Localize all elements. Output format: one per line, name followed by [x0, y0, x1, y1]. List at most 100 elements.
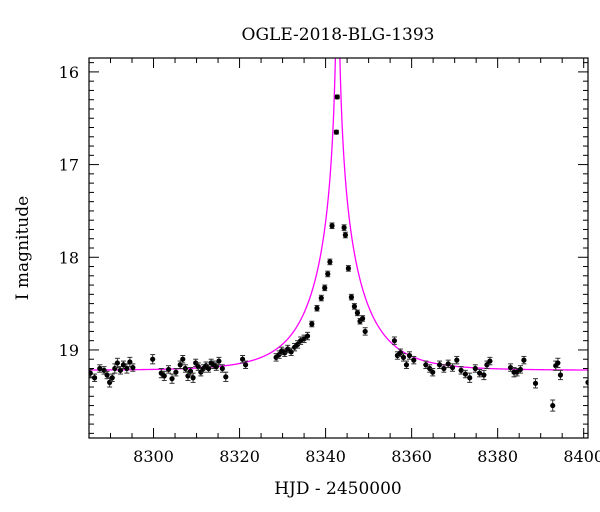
data-marker: [304, 333, 311, 339]
data-marker: [454, 357, 460, 363]
data-points-layer: [89, 94, 588, 412]
data-marker: [467, 375, 473, 381]
data-point: [298, 336, 304, 345]
data-point: [341, 224, 347, 231]
data-marker: [101, 367, 107, 373]
data-point: [334, 94, 340, 100]
data-point: [205, 364, 212, 373]
data-marker: [476, 370, 483, 376]
data-point: [329, 222, 335, 230]
data-point: [120, 360, 127, 369]
data-marker: [329, 223, 335, 229]
y-axis-label: I magnitude: [13, 196, 33, 300]
data-marker: [449, 364, 456, 371]
data-point: [327, 258, 333, 266]
data-marker: [585, 379, 588, 385]
data-marker: [411, 357, 417, 363]
data-marker: [557, 372, 564, 378]
data-point: [161, 370, 167, 382]
data-point: [507, 363, 514, 372]
data-point: [314, 304, 320, 312]
data-point: [476, 368, 483, 378]
data-marker: [327, 259, 333, 265]
data-point: [239, 355, 246, 364]
data-marker: [185, 373, 191, 379]
data-point: [467, 372, 473, 383]
data-marker: [430, 369, 436, 375]
data-point: [514, 367, 520, 377]
data-marker: [89, 370, 93, 376]
data-point: [180, 355, 186, 364]
data-point: [521, 355, 527, 365]
data-marker: [276, 351, 282, 358]
data-point: [354, 309, 361, 317]
data-point: [216, 356, 222, 366]
data-point: [517, 365, 524, 374]
data-marker: [345, 265, 351, 271]
data-marker: [333, 129, 339, 135]
data-point: [91, 373, 98, 382]
data-point: [127, 356, 133, 368]
data-point: [458, 366, 464, 375]
data-marker: [445, 361, 451, 367]
data-marker: [127, 359, 133, 365]
data-marker: [223, 374, 229, 380]
data-point: [333, 129, 339, 135]
x-tick-label: 8400: [563, 447, 600, 466]
data-marker: [314, 305, 320, 311]
data-point: [304, 331, 311, 341]
data-marker: [173, 369, 179, 375]
data-marker: [114, 360, 120, 366]
model-curve-layer: [89, 58, 588, 371]
data-point: [318, 294, 324, 302]
data-marker: [216, 358, 222, 364]
data-marker: [124, 365, 130, 372]
data-marker: [354, 310, 361, 316]
chart-title: OGLE-2018-BLG-1393: [242, 25, 435, 45]
data-marker: [165, 366, 172, 373]
data-point: [481, 369, 487, 381]
data-point: [187, 367, 194, 376]
data-marker: [309, 321, 315, 327]
data-point: [362, 327, 368, 336]
data-marker: [112, 365, 118, 372]
data-point: [557, 369, 564, 381]
data-marker: [427, 365, 433, 372]
data-marker: [359, 315, 366, 322]
data-marker: [397, 350, 404, 356]
data-marker: [362, 328, 368, 335]
data-point: [211, 360, 217, 369]
data-point: [242, 360, 249, 369]
data-marker: [193, 360, 199, 366]
data-marker: [219, 365, 225, 372]
y-tick-label: 17: [59, 156, 79, 175]
data-point: [585, 377, 588, 388]
data-marker: [334, 94, 340, 100]
data-marker: [472, 365, 478, 372]
data-point: [223, 371, 229, 382]
data-point: [351, 303, 358, 310]
data-marker: [130, 364, 136, 371]
x-tick-label: 8300: [133, 447, 174, 466]
data-marker: [104, 372, 110, 378]
data-marker: [150, 356, 156, 362]
data-marker: [521, 357, 527, 363]
tick-labels: 8300 8320 8340 8360 8380 8400 16 17 18 19: [59, 63, 600, 466]
data-point: [454, 355, 460, 365]
data-point: [449, 363, 456, 372]
data-marker: [348, 294, 355, 300]
y-tick-label: 19: [59, 341, 79, 360]
data-point: [403, 360, 410, 369]
data-marker: [325, 271, 331, 277]
data-point: [555, 357, 561, 369]
data-marker: [288, 349, 294, 355]
data-point: [430, 367, 436, 377]
data-point: [182, 364, 188, 373]
data-marker: [161, 373, 167, 379]
data-marker: [403, 362, 410, 368]
plot-frame: [88, 57, 589, 439]
data-marker: [91, 375, 98, 381]
data-point: [169, 373, 175, 384]
data-point: [190, 372, 196, 383]
data-marker: [169, 376, 175, 382]
